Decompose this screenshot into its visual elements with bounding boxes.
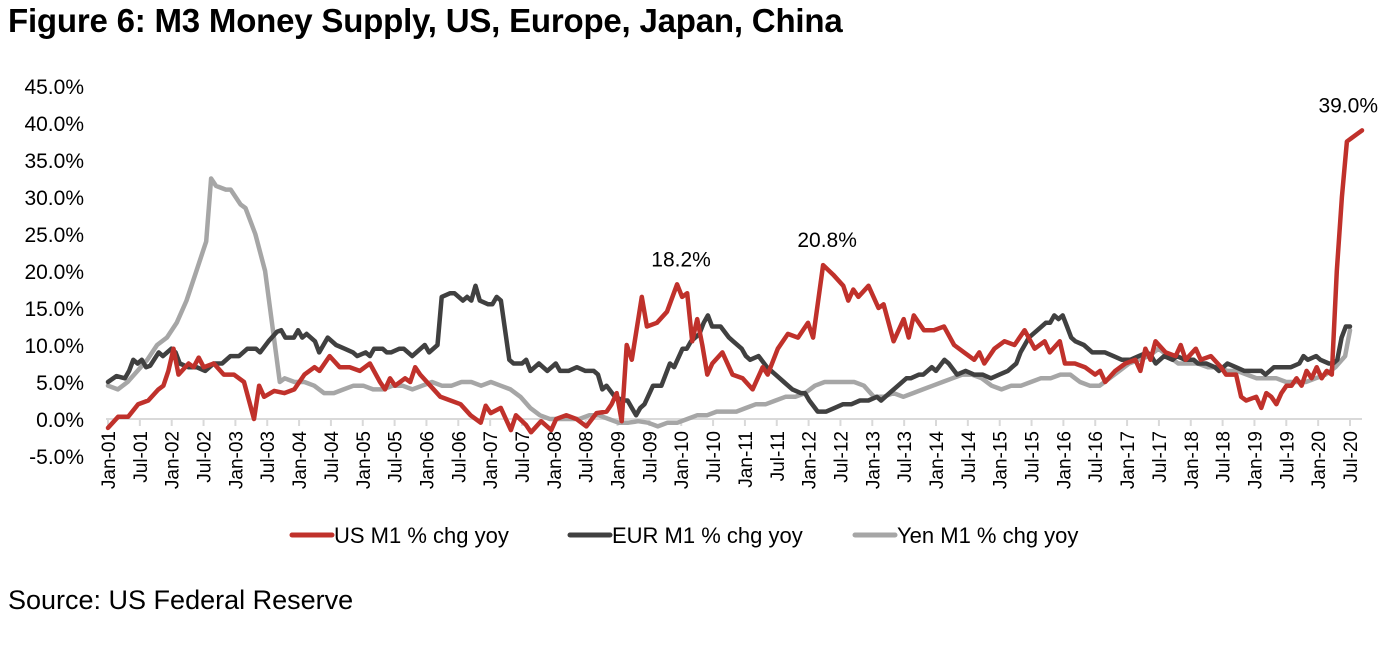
x-tick-label: Jul-04 [322,431,343,483]
y-tick-label: -5.0% [29,446,84,469]
x-tick-label: Jan-16 [1054,431,1075,489]
x-tick-label: Jan-18 [1182,431,1203,489]
x-tick-label: Jan-03 [226,431,247,489]
x-tick-label: Jul-05 [386,431,407,483]
x-tick-label: Jan-11 [736,431,757,488]
x-tick-label: Jul-17 [1150,431,1171,483]
x-tick-label: Jul-08 [577,431,598,483]
x-tick-label: Jan-06 [417,431,438,489]
data-label-annotation: 39.0% [1318,94,1378,117]
x-tick-label: Jul-03 [258,431,279,483]
y-tick-label: 45.0% [24,76,84,99]
x-tick-label: Jan-08 [545,431,566,489]
x-tick-label: Jan-13 [863,431,884,489]
x-tick-label: Jul-01 [131,431,152,483]
x-tick-label: Jul-14 [959,431,980,483]
x-tick-label: Jul-19 [1277,431,1298,483]
y-axis-ticks: 45.0% 40.0% 35.0% 30.0% 25.0% 20.0% 15.0% 10.0%… [24,76,84,469]
x-tick-label: Jan-01 [99,431,120,489]
x-tick-label: Jan-04 [290,431,311,490]
legend: US M1 % chg yoy EUR M1 % chg yoy Yen M1 % … [289,523,1078,548]
series-line-us [105,128,1365,435]
figure-title: Figure 6: M3 Money Supply, US, Europe, J… [8,2,843,39]
x-tick-label: Jan-14 [927,431,948,490]
data-label-annotation: 18.2% [651,248,711,271]
x-tick-label: Jan-17 [1118,431,1139,489]
legend-label: US M1 % chg yoy [334,523,509,548]
source-note: Source: US Federal Reserve [8,585,354,615]
x-tick-label: Jan-07 [481,431,502,489]
x-tick-label: Jul-10 [704,431,725,483]
x-tick-label: Jul-09 [640,431,661,483]
x-tick-label: Jan-02 [163,431,184,489]
legend-label: Yen M1 % chg yoy [897,523,1078,548]
y-tick-label: 40.0% [24,113,84,136]
x-tick-label: Jul-13 [895,431,916,483]
y-tick-label: 35.0% [24,150,84,173]
x-axis-ticks: Jan-01 Jul-01 Jan-02 Jul-02 Jan-03 Jul-03 Jan-… [99,419,1362,489]
y-tick-label: 5.0% [36,372,84,395]
x-tick-label: Jan-19 [1245,431,1266,489]
y-tick-label: 15.0% [24,298,84,321]
x-tick-label: Jan-12 [800,431,821,489]
x-tick-label: Jan-20 [1309,431,1330,489]
series-line-yen [105,176,1353,429]
x-tick-label: Jul-15 [1023,431,1044,483]
y-tick-label: 10.0% [24,335,84,358]
x-tick-label: Jan-15 [991,431,1012,489]
y-tick-label: 20.0% [24,261,84,284]
data-label-annotation: 20.8% [797,229,857,252]
y-tick-label: 25.0% [24,224,84,247]
y-tick-label: 30.0% [24,187,84,210]
x-tick-label: Jul-18 [1214,431,1235,483]
legend-label: EUR M1 % chg yoy [612,523,803,548]
x-tick-label: Jan-09 [609,431,630,489]
x-tick-label: Jul-06 [449,431,470,483]
x-tick-label: Jan-05 [354,431,375,489]
x-tick-label: Jul-12 [831,431,852,483]
x-tick-label: Jul-07 [513,431,534,483]
annotations: 18.2% 20.8% 39.0% [651,94,1378,271]
y-tick-label: 0.0% [36,409,84,432]
x-tick-label: Jul-20 [1341,431,1362,483]
x-tick-label: Jan-10 [672,431,693,489]
x-tick-label: Jul-11 [768,431,789,481]
x-tick-label: Jul-02 [195,431,216,483]
x-tick-label: Jul-16 [1086,431,1107,483]
series-lines [105,128,1365,435]
